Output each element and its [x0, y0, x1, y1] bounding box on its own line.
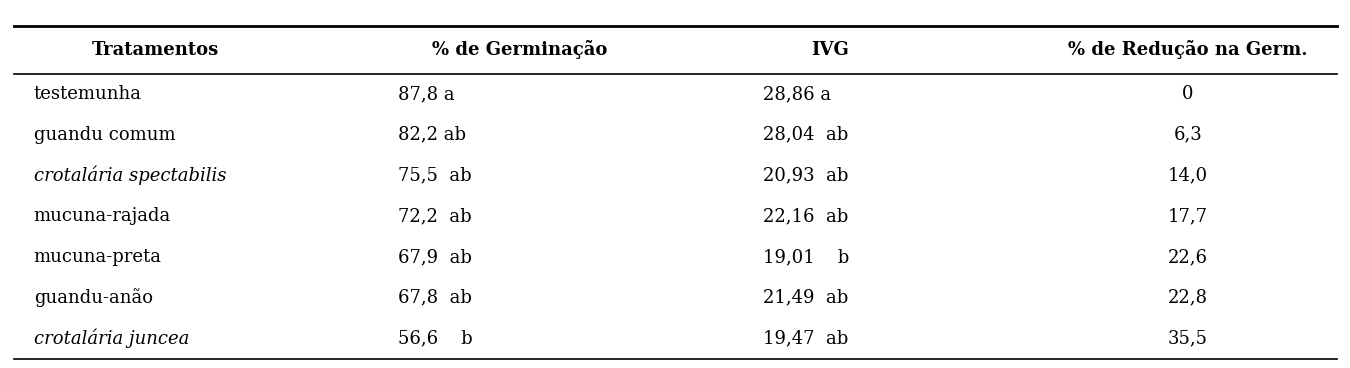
Text: 67,8  ab: 67,8 ab — [398, 289, 472, 307]
Text: 56,6    b: 56,6 b — [398, 329, 472, 347]
Text: 72,2  ab: 72,2 ab — [398, 207, 472, 225]
Text: testemunha: testemunha — [34, 85, 142, 103]
Text: 67,9  ab: 67,9 ab — [398, 248, 472, 266]
Text: 17,7: 17,7 — [1168, 207, 1208, 225]
Text: crotalária juncea: crotalária juncea — [34, 329, 189, 348]
Text: 21,49  ab: 21,49 ab — [763, 289, 848, 307]
Text: IVG: IVG — [811, 41, 849, 59]
Text: guandu-anão: guandu-anão — [34, 288, 153, 307]
Text: 14,0: 14,0 — [1168, 166, 1208, 184]
Text: 0: 0 — [1183, 85, 1193, 103]
Text: % de Germinação: % de Germinação — [432, 40, 608, 59]
Text: mucuna-rajada: mucuna-rajada — [34, 207, 171, 225]
Text: % de Redução na Germ.: % de Redução na Germ. — [1068, 40, 1308, 59]
Text: Tratamentos: Tratamentos — [92, 41, 219, 59]
Text: mucuna-preta: mucuna-preta — [34, 248, 162, 266]
Text: 20,93  ab: 20,93 ab — [763, 166, 848, 184]
Text: 75,5  ab: 75,5 ab — [398, 166, 472, 184]
Text: guandu comum: guandu comum — [34, 126, 176, 144]
Text: 87,8 a: 87,8 a — [398, 85, 455, 103]
Text: 22,6: 22,6 — [1168, 248, 1208, 266]
Text: 19,47  ab: 19,47 ab — [763, 329, 848, 347]
Text: 19,01    b: 19,01 b — [763, 248, 849, 266]
Text: 28,86 a: 28,86 a — [763, 85, 830, 103]
Text: 28,04  ab: 28,04 ab — [763, 126, 848, 144]
Text: 35,5: 35,5 — [1168, 329, 1208, 347]
Text: 22,16  ab: 22,16 ab — [763, 207, 848, 225]
Text: 82,2 ab: 82,2 ab — [398, 126, 466, 144]
Text: 6,3: 6,3 — [1173, 126, 1203, 144]
Text: crotalária spectabilis: crotalária spectabilis — [34, 166, 227, 185]
Text: 22,8: 22,8 — [1168, 289, 1208, 307]
